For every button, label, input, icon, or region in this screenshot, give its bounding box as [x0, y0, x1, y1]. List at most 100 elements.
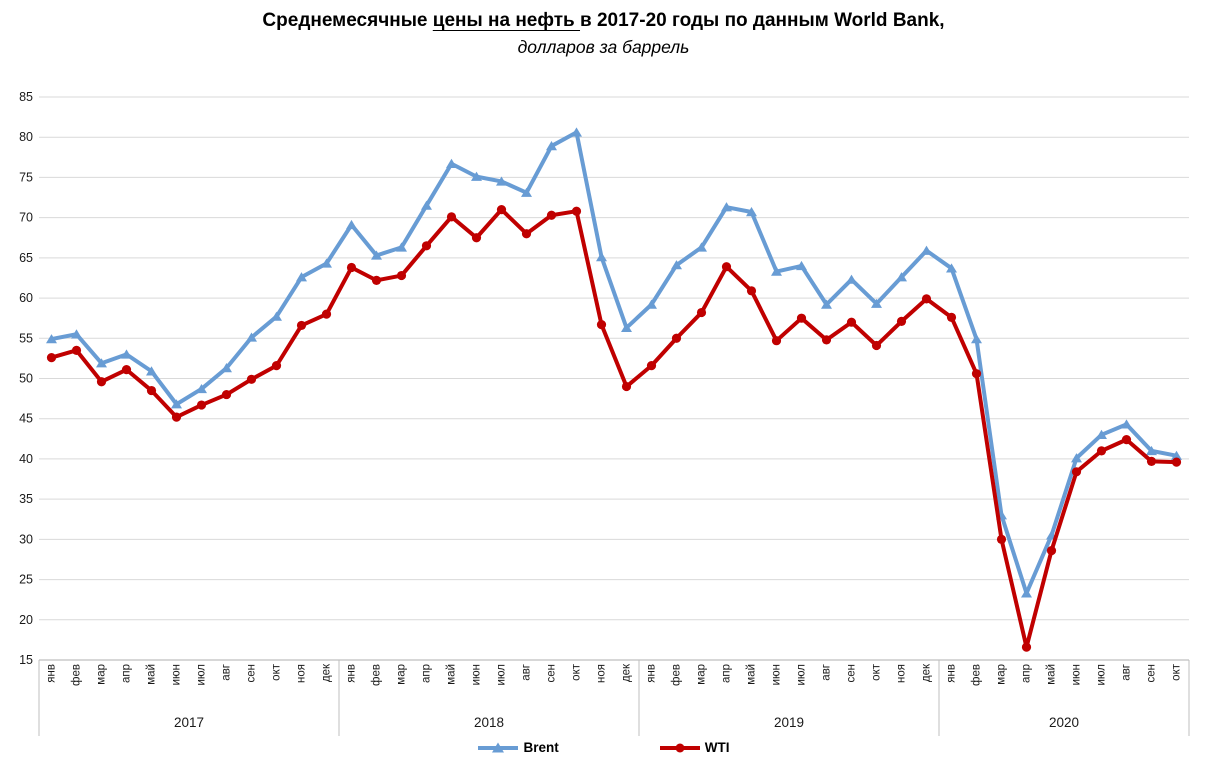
month-tick-label: июн [471, 664, 483, 685]
brent-data-point [71, 329, 82, 339]
month-tick-label: фев [971, 664, 983, 686]
wti-data-point [946, 312, 957, 322]
chart-subtitle: долларов за баррель [517, 37, 690, 57]
wti-data-point [496, 205, 507, 215]
brent-data-point [96, 358, 107, 368]
wti-data-point [471, 233, 482, 243]
legend-item-brent: Brent [477, 740, 559, 755]
brent-data-point [196, 383, 207, 394]
brent-data-point [746, 207, 757, 217]
wti-data-point [696, 307, 707, 318]
brent-data-point [221, 363, 232, 373]
wti-data-point [121, 365, 132, 375]
year-group-labels: 2017 2018 2019 2020 [174, 715, 1079, 730]
y-tick-label: 35 [19, 492, 33, 506]
brent-data-point [796, 260, 807, 271]
wti-line [49, 207, 1179, 650]
brent-data-point [146, 366, 157, 376]
year-separators [38, 660, 1190, 736]
brent-data-point [521, 187, 532, 197]
brent-data-point [1021, 588, 1032, 598]
series-wti [46, 205, 1182, 652]
year-label: 2020 [1049, 715, 1079, 730]
wti-data-point [596, 320, 607, 330]
brent-data-point [721, 202, 732, 212]
brent-data-point [1121, 419, 1132, 429]
wti-data-point [446, 212, 457, 222]
wti-data-point [671, 333, 682, 343]
wti-data-point [521, 229, 532, 239]
month-tick-label: май [146, 664, 158, 685]
brent-data-point [946, 263, 957, 273]
month-tick-label: янв [646, 664, 658, 683]
brent-data-point [871, 298, 882, 308]
month-tick-label: окт [271, 663, 283, 681]
wti-data-point [546, 210, 557, 220]
brent-data-point [371, 250, 382, 260]
wti-data-point [1121, 435, 1132, 445]
legend-item-wti: WTI [659, 740, 730, 755]
wti-data-point [221, 389, 232, 400]
month-tick-label: сен [846, 664, 858, 683]
month-labels: янв фев мар апр май июн июл авг сен окт ноя дек янв ф… [46, 663, 1183, 686]
wti-data-point [1171, 457, 1182, 467]
wti-data-point [821, 335, 832, 345]
brent-data-point [596, 252, 607, 262]
brent-data-point [46, 334, 57, 344]
wti-data-point [396, 270, 407, 281]
year-label: 2019 [774, 715, 804, 730]
brent-data-point [421, 200, 432, 210]
month-tick-label: июн [1071, 664, 1083, 685]
y-tick-label: 25 [19, 573, 33, 587]
brent-data-point [121, 349, 132, 359]
chart-title-underlined: цены на нефть [432, 10, 581, 31]
brent-data-point [921, 245, 932, 255]
brent-data-point [621, 322, 632, 333]
brent-line [49, 130, 1179, 596]
brent-data-point [1071, 453, 1082, 463]
y-tick-label: 65 [19, 251, 33, 265]
month-tick-label: сен [546, 664, 558, 683]
y-tick-label: 55 [19, 331, 33, 345]
month-tick-label: сен [1146, 664, 1158, 683]
month-tick-label: мар [396, 664, 408, 685]
wti-data-point [721, 262, 732, 272]
month-tick-label: апр [421, 664, 433, 683]
brent-data-point [271, 311, 282, 321]
y-tick-label: 85 [19, 90, 33, 104]
brent-data-point [1096, 429, 1107, 439]
brent-data-point [396, 242, 407, 252]
brent-data-point [1146, 445, 1157, 456]
y-tick-label: 30 [19, 532, 33, 546]
month-tick-label: июл [1096, 664, 1108, 686]
wti-data-point [246, 374, 257, 384]
brent-data-point [846, 274, 857, 284]
brent-data-point [646, 299, 657, 309]
wti-data-point [96, 377, 107, 387]
chart-title-block: Среднемесячные цены на нефть в 2017-20 г… [0, 8, 1207, 60]
brent-data-point [671, 260, 682, 270]
wti-data-point [896, 316, 907, 326]
chart-title: Среднемесячные цены на нефть в 2017-20 г… [0, 8, 1207, 34]
month-tick-label: авг [221, 664, 233, 681]
month-tick-label: апр [1021, 664, 1033, 683]
wti-data-point [196, 400, 207, 410]
wti-data-point [171, 412, 182, 422]
month-tick-label: июн [171, 664, 183, 685]
month-tick-label: ноя [296, 664, 308, 683]
y-tick-label: 50 [19, 372, 33, 386]
wti-data-point [971, 369, 982, 379]
month-tick-label: фев [71, 664, 83, 686]
wti-data-point [846, 317, 857, 327]
wti-data-point [321, 309, 332, 319]
y-tick-label: 45 [19, 412, 33, 426]
legend-label-wti: WTI [704, 740, 730, 755]
month-tick-label: окт [571, 663, 583, 681]
brent-data-point [346, 219, 357, 230]
wti-data-point [371, 275, 382, 285]
month-tick-label: янв [46, 664, 58, 683]
brent-data-point [246, 332, 257, 342]
month-tick-label: окт [871, 663, 883, 681]
